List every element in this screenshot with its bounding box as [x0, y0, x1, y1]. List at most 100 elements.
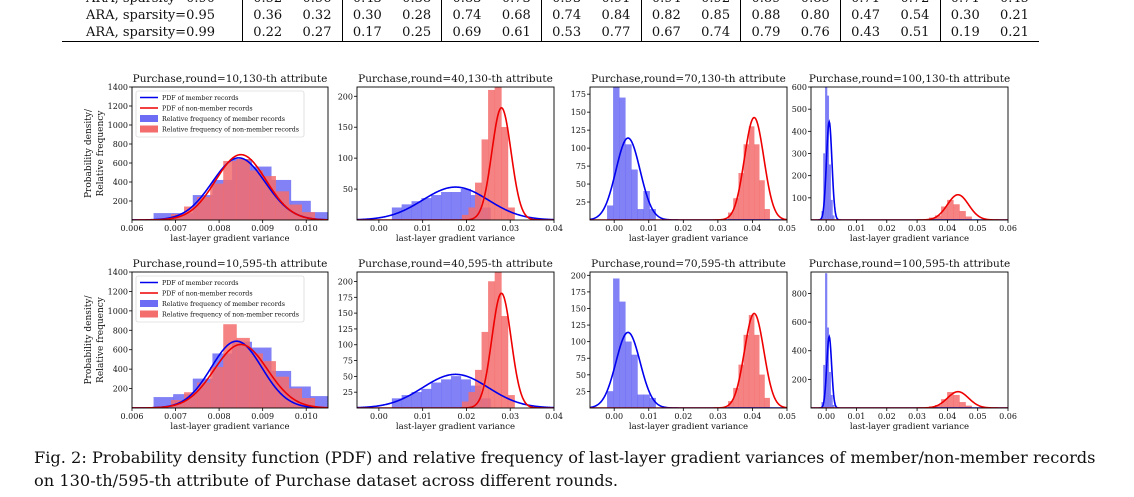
chart-title: Purchase,round=10,130-th attribute	[133, 73, 328, 85]
y-tick-label: 25	[343, 388, 353, 397]
member-pdf-curve	[590, 331, 787, 408]
chart-panel: 0.00 0.01 0.02 0.03 0.04 25 50 75 100 125 150 175 20…	[338, 258, 563, 432]
y-tick-label: 300	[792, 150, 807, 159]
y-axis-label: Relative frequency	[96, 296, 106, 383]
table-cell: 0.69	[441, 24, 492, 42]
x-tick-label: 0.00	[605, 412, 623, 421]
legend-label: Relative frequency of member records	[162, 116, 285, 123]
member-pdf-curve	[811, 119, 1008, 220]
table-row: ARA, sparsity=0.900.520.560.430.380.830.…	[62, 0, 1039, 7]
table-cell: 0.94	[640, 0, 691, 7]
legend-patch-swatch	[140, 125, 158, 133]
y-tick-label: 125	[338, 325, 353, 334]
y-tick-label: 75	[576, 354, 586, 363]
x-tick-label: 0.009	[251, 224, 274, 233]
y-tick-label: 175	[571, 90, 586, 99]
nonmember-histogram-bar	[210, 183, 224, 220]
x-axis-label: last-layer gradient variance	[850, 422, 969, 432]
y-tick-label: 100	[792, 194, 807, 203]
member-histogram-bar	[607, 205, 614, 220]
x-tick-label: 0.04	[744, 224, 762, 233]
y-tick-label: 500	[792, 105, 807, 114]
table-cell: 0.85	[701, 8, 731, 23]
plot-frame	[131, 86, 329, 221]
y-tick-label: 1200	[108, 287, 128, 296]
chart-panel: 0.006 0.007 0.008 0.009 0.010 200 400 600 800 100…	[84, 258, 329, 432]
table-cell: 0.92	[691, 0, 741, 7]
results-table: ARA, sparsity=0.900.520.560.430.380.830.…	[62, 0, 1039, 42]
member-histogram-bar	[637, 209, 644, 220]
table-cell: 0.77	[591, 24, 642, 42]
member-histogram-bar	[441, 192, 452, 220]
nonmember-histogram-bar	[959, 402, 966, 408]
table-cell: 0.47	[839, 7, 891, 24]
x-tick-label: 0.008	[208, 412, 231, 421]
x-axis-label: last-layer gradient variance	[396, 422, 515, 432]
nonmember-histogram-bar	[197, 197, 211, 220]
table-cell: 0.45	[990, 0, 1039, 7]
table-cell: 0.54	[900, 8, 930, 23]
y-tick-label: 100	[571, 144, 586, 153]
x-tick-label: 0.04	[938, 412, 956, 421]
plot-frame	[131, 271, 329, 409]
row-label: ARA, sparsity=0.90	[62, 0, 243, 7]
nonmember-histogram-bar	[494, 87, 502, 220]
plot-frame	[356, 271, 555, 409]
member-histogram-bar	[631, 354, 638, 408]
nonmember-pdf-curve	[357, 292, 554, 408]
member-histogram-bar	[431, 195, 442, 220]
x-tick-label: 0.009	[251, 412, 274, 421]
nonmember-histogram-bar	[959, 210, 966, 220]
plot-area	[357, 87, 554, 220]
table-row: ARA, sparsity=0.99 0.22 0.27 0.17 0.25 0.69 0.…	[62, 24, 1039, 42]
member-pdf-curve	[357, 186, 554, 220]
table-cell: 0.67	[640, 24, 691, 42]
table-cell: 0.68	[501, 8, 531, 23]
table-cell: 0.71	[939, 0, 990, 7]
chart-panel: 0.00 0.01 0.02 0.03 0.04 50 100 150 200 Purchase,…	[338, 73, 563, 244]
member-histogram-bar	[421, 198, 432, 220]
table-row: ARA, sparsity=0.95 0.36 0.32 0.30 0.28 0.74 0.…	[62, 7, 1039, 24]
table-cell: 0.38	[392, 0, 442, 7]
y-tick-label: 75	[576, 162, 586, 171]
row-label: ARA, sparsity=0.99	[62, 24, 243, 42]
table-cell: 0.84	[601, 8, 631, 23]
plot-frame	[810, 271, 1009, 409]
table-cell: 0.74	[690, 24, 741, 42]
y-tick-label: 800	[113, 140, 128, 149]
plot-frame	[356, 86, 555, 221]
legend-label: PDF of member records	[162, 280, 239, 287]
y-tick-label: 1000	[108, 307, 128, 316]
x-axis-label: last-layer gradient variance	[170, 422, 289, 432]
y-tick-label: 150	[571, 108, 586, 117]
table-cell: 0.74	[540, 7, 592, 24]
legend-label: PDF of member records	[162, 95, 239, 102]
y-tick-label: 1400	[108, 83, 128, 92]
chart-title: Purchase,round=40,595-th attribute	[358, 258, 553, 270]
chart-panel: 0.00 0.01 0.02 0.03 0.04 0.05 25 50 75 100 125 150 1…	[571, 258, 796, 432]
x-tick-label: 0.06	[999, 224, 1017, 233]
chart-panel: 0.00 0.01 0.02 0.03 0.04 0.05 0.06 100 200 300 400…	[792, 73, 1017, 244]
nonmember-pdf-curve	[590, 312, 787, 408]
table-cell: 0.80	[800, 8, 830, 23]
plot-area	[590, 87, 787, 220]
y-tick-label: 1000	[108, 121, 128, 130]
x-tick-label: 0.05	[778, 224, 796, 233]
legend-label: Relative frequency of member records	[162, 301, 285, 308]
y-tick-label: 800	[113, 326, 128, 335]
y-tick-label: 50	[576, 180, 586, 189]
x-tick-label: 0.02	[674, 224, 692, 233]
x-tick-label: 0.04	[938, 224, 956, 233]
x-tick-label: 0.02	[878, 224, 896, 233]
chart-title: Purchase,round=70,595-th attribute	[591, 258, 786, 270]
y-tick-label: 175	[571, 288, 586, 297]
x-tick-label: 0.00	[370, 412, 388, 421]
x-tick-label: 0.05	[969, 224, 987, 233]
y-tick-label: 400	[792, 347, 807, 356]
nonmember-pdf-curve	[132, 343, 328, 408]
x-tick-label: 0.02	[674, 412, 692, 421]
table-cell: 0.28	[402, 8, 432, 23]
table-cell: 0.43	[341, 0, 392, 7]
y-axis-label: Probability density/	[84, 295, 94, 385]
table-cell: 0.21	[999, 8, 1029, 23]
